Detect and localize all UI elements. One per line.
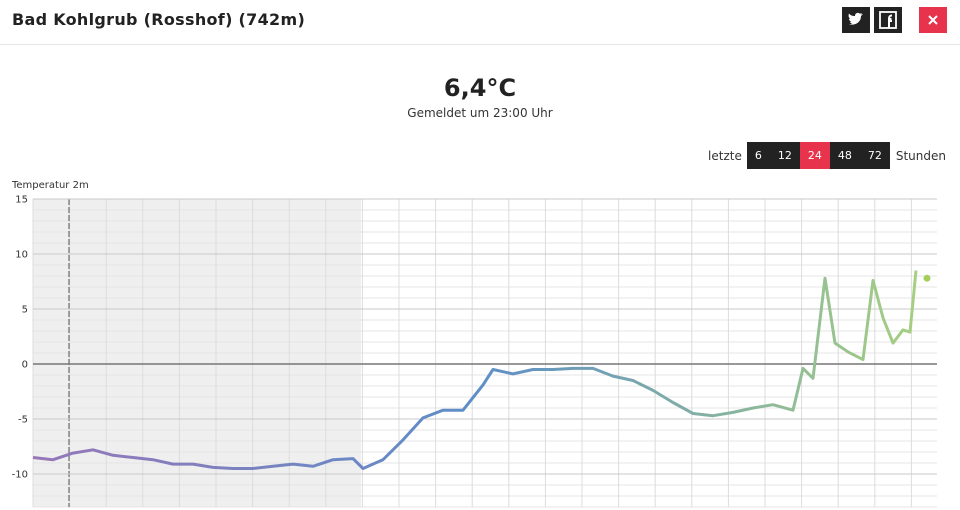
y-tick-label: -5 <box>18 415 28 426</box>
range-option[interactable]: 72 <box>859 142 890 169</box>
current-point <box>923 274 931 282</box>
close-button[interactable] <box>919 7 947 33</box>
temperature-line <box>32 270 918 470</box>
y-tick-label: 5 <box>22 305 28 316</box>
station-title: Bad Kohlgrub (Rosshof) (742m) <box>12 10 306 29</box>
facebook-button[interactable] <box>874 7 902 33</box>
range-option[interactable]: 48 <box>829 142 860 169</box>
y-axis-label: Temperatur 2m <box>11 180 89 191</box>
y-tick-label: 10 <box>15 250 28 261</box>
range-selector: letzte 6 12 24 48 72 Stunden <box>708 142 946 169</box>
twitter-button[interactable] <box>842 7 870 33</box>
range-suffix: Stunden <box>895 148 946 163</box>
range-option[interactable]: 6 <box>746 142 770 169</box>
current-temperature: 6,4°C <box>443 74 517 102</box>
range-option[interactable]: 12 <box>769 142 800 169</box>
shaded-region <box>33 199 361 507</box>
y-tick-label: 15 <box>15 195 28 206</box>
report-time: Gemeldet um 23:00 Uhr <box>407 106 553 120</box>
header: Bad Kohlgrub (Rosshof) (742m) <box>0 0 960 45</box>
range-option[interactable]: 24 <box>799 142 830 169</box>
range-prefix: letzte <box>708 148 742 163</box>
y-tick-label: -10 <box>12 470 28 481</box>
y-tick-label: 0 <box>22 360 28 371</box>
